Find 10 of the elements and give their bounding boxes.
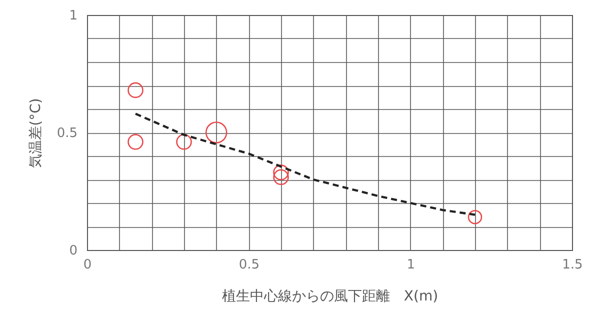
- y-tick-label: 0: [69, 244, 78, 258]
- y-axis-title: 気温差(°C): [28, 98, 44, 168]
- y-tick-label: 1: [69, 8, 78, 24]
- y-tick-label: 0.5: [56, 126, 78, 141]
- x-tick-label: 0.5: [238, 258, 260, 272]
- x-tick-label: 0: [83, 258, 92, 272]
- x-axis-title: 植生中心線からの風下距離 X(m): [222, 288, 438, 304]
- x-tick-label: 1.5: [562, 258, 583, 272]
- line-series: [134, 112, 476, 216]
- x-tick-label: 1: [406, 258, 415, 272]
